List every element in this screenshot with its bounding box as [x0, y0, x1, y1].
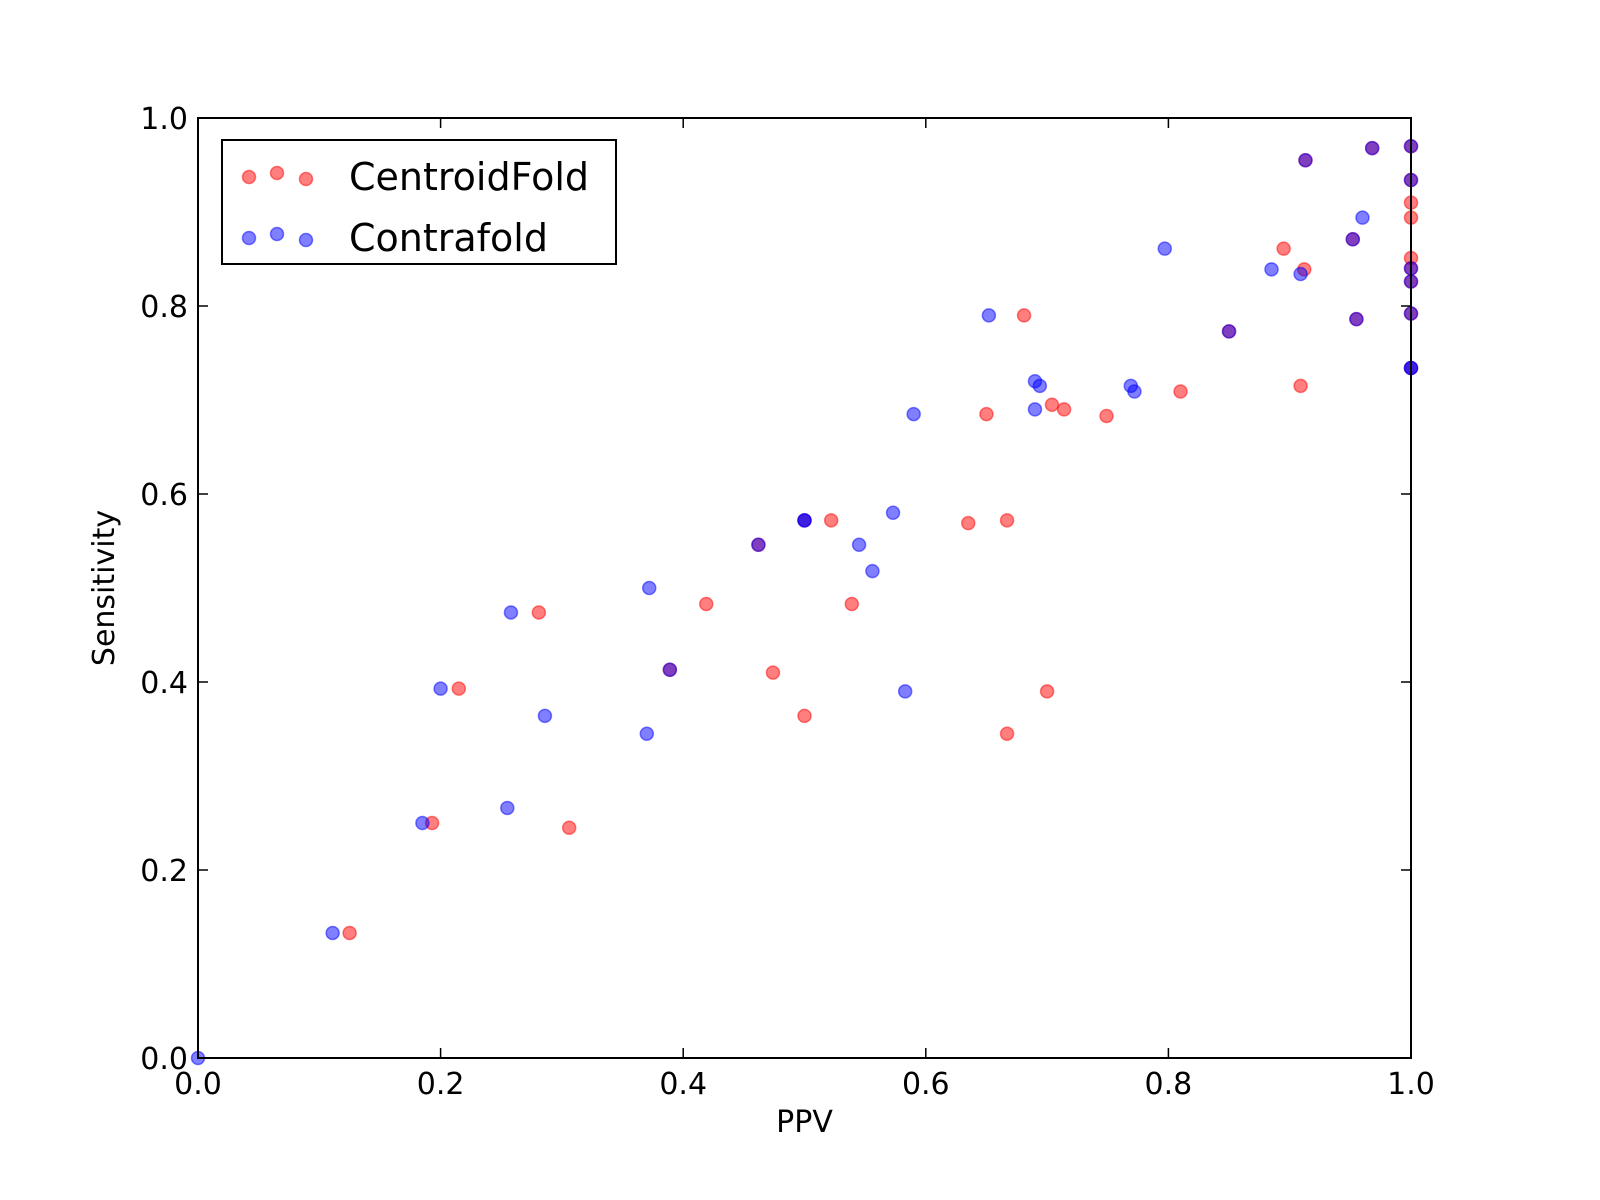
point-contrafold-15	[885, 505, 901, 521]
point-contrafold-23	[1127, 384, 1142, 399]
x-tick-label: 1.0	[1387, 1067, 1435, 1102]
point-contrafold-30	[1349, 311, 1364, 327]
point-contrafold-18	[981, 308, 997, 323]
legend-label-contrafold: Contrafold	[349, 216, 548, 260]
x-tick-label: 0.0	[174, 1067, 222, 1102]
point-contrafold-31	[1355, 210, 1370, 225]
point-centroidfold-21	[1099, 408, 1114, 424]
point-contrafold-17	[906, 406, 921, 422]
point-contrafold-5	[503, 605, 519, 620]
y-tick-label: 0.0	[140, 1042, 188, 1077]
point-contrafold-25	[1221, 324, 1237, 339]
point-contrafold-10	[751, 537, 766, 553]
point-centroidfold-12	[844, 596, 860, 612]
point-contrafold-6	[537, 708, 553, 724]
legend-marker-contrafold	[298, 232, 314, 248]
point-centroidfold-3	[531, 605, 547, 620]
point-contrafold-8	[641, 580, 657, 596]
point-centroidfold-14	[979, 406, 994, 422]
legend-marker-centroidfold	[269, 165, 285, 181]
x-tick-label: 0.4	[659, 1067, 707, 1102]
point-contrafold-24	[1157, 241, 1173, 256]
point-centroidfold-9	[797, 708, 812, 724]
point-centroidfold-17	[1016, 308, 1032, 323]
point-centroidfold-8	[765, 665, 781, 680]
y-tick-label: 0.2	[140, 854, 188, 889]
point-contrafold-7	[639, 726, 655, 741]
point-centroidfold-16	[999, 513, 1015, 528]
x-tick-label: 0.8	[1145, 1067, 1193, 1102]
point-centroidfold-0	[342, 925, 357, 941]
point-contrafold-9	[662, 662, 678, 678]
point-contrafold-28	[1298, 153, 1313, 168]
x-axis-label: PPV	[776, 1105, 833, 1140]
point-centroidfold-6	[698, 596, 714, 612]
y-tick-label: 0.4	[140, 666, 188, 701]
point-contrafold-32	[1364, 140, 1380, 156]
point-centroidfold-19	[1044, 397, 1060, 412]
point-centroidfold-4	[561, 820, 577, 835]
point-centroidfold-24	[1276, 241, 1291, 256]
point-centroidfold-13	[961, 515, 976, 531]
point-contrafold-16	[897, 684, 913, 699]
point-centroidfold-15	[999, 726, 1015, 741]
legend-marker-centroidfold	[298, 171, 314, 187]
point-contrafold-4	[500, 800, 515, 816]
point-centroidfold-25	[1293, 378, 1308, 394]
y-tick-label: 0.8	[140, 290, 188, 325]
point-centroidfold-2	[451, 681, 467, 696]
legend-label-centroidfold: CentroidFold	[349, 155, 589, 199]
point-contrafold-27	[1293, 266, 1308, 282]
point-contrafold-13	[851, 537, 867, 553]
point-centroidfold-11	[823, 513, 839, 528]
point-centroidfold-18	[1039, 684, 1055, 699]
plot-frame	[197, 117, 1412, 1059]
ticks-layer: 0.0 0.2 0.4 0.6 0.8 1.0 0.0 0.2 0.4 0.6 0.8 1.0	[140, 102, 1435, 1102]
point-contrafold-3	[433, 681, 448, 696]
x-tick-label: 0.6	[902, 1067, 950, 1102]
point-centroidfold-20	[1056, 402, 1072, 417]
point-contrafold-21	[1032, 378, 1048, 394]
point-contrafold-12	[797, 513, 812, 528]
point-contrafold-1	[325, 925, 340, 941]
legend-marker-centroidfold	[241, 169, 257, 185]
legend-marker-contrafold	[269, 226, 285, 242]
legend-marker-contrafold	[241, 230, 257, 246]
legend-markers-centroidfold	[241, 165, 314, 187]
y-axis-label: Sensitivity	[87, 510, 122, 666]
legend: CentroidFold Contrafold	[221, 139, 617, 265]
point-contrafold-26	[1264, 262, 1279, 277]
legend-box	[221, 139, 617, 265]
x-tick-label: 0.2	[417, 1067, 465, 1102]
point-contrafold-2	[415, 815, 430, 831]
legend-markers-contrafold	[241, 226, 314, 248]
point-contrafold-29	[1345, 232, 1361, 247]
y-tick-label: 1.0	[140, 102, 188, 137]
point-centroidfold-22	[1173, 384, 1188, 399]
point-contrafold-14	[865, 563, 880, 579]
y-tick-label: 0.6	[140, 478, 188, 513]
point-contrafold-20	[1027, 402, 1043, 417]
